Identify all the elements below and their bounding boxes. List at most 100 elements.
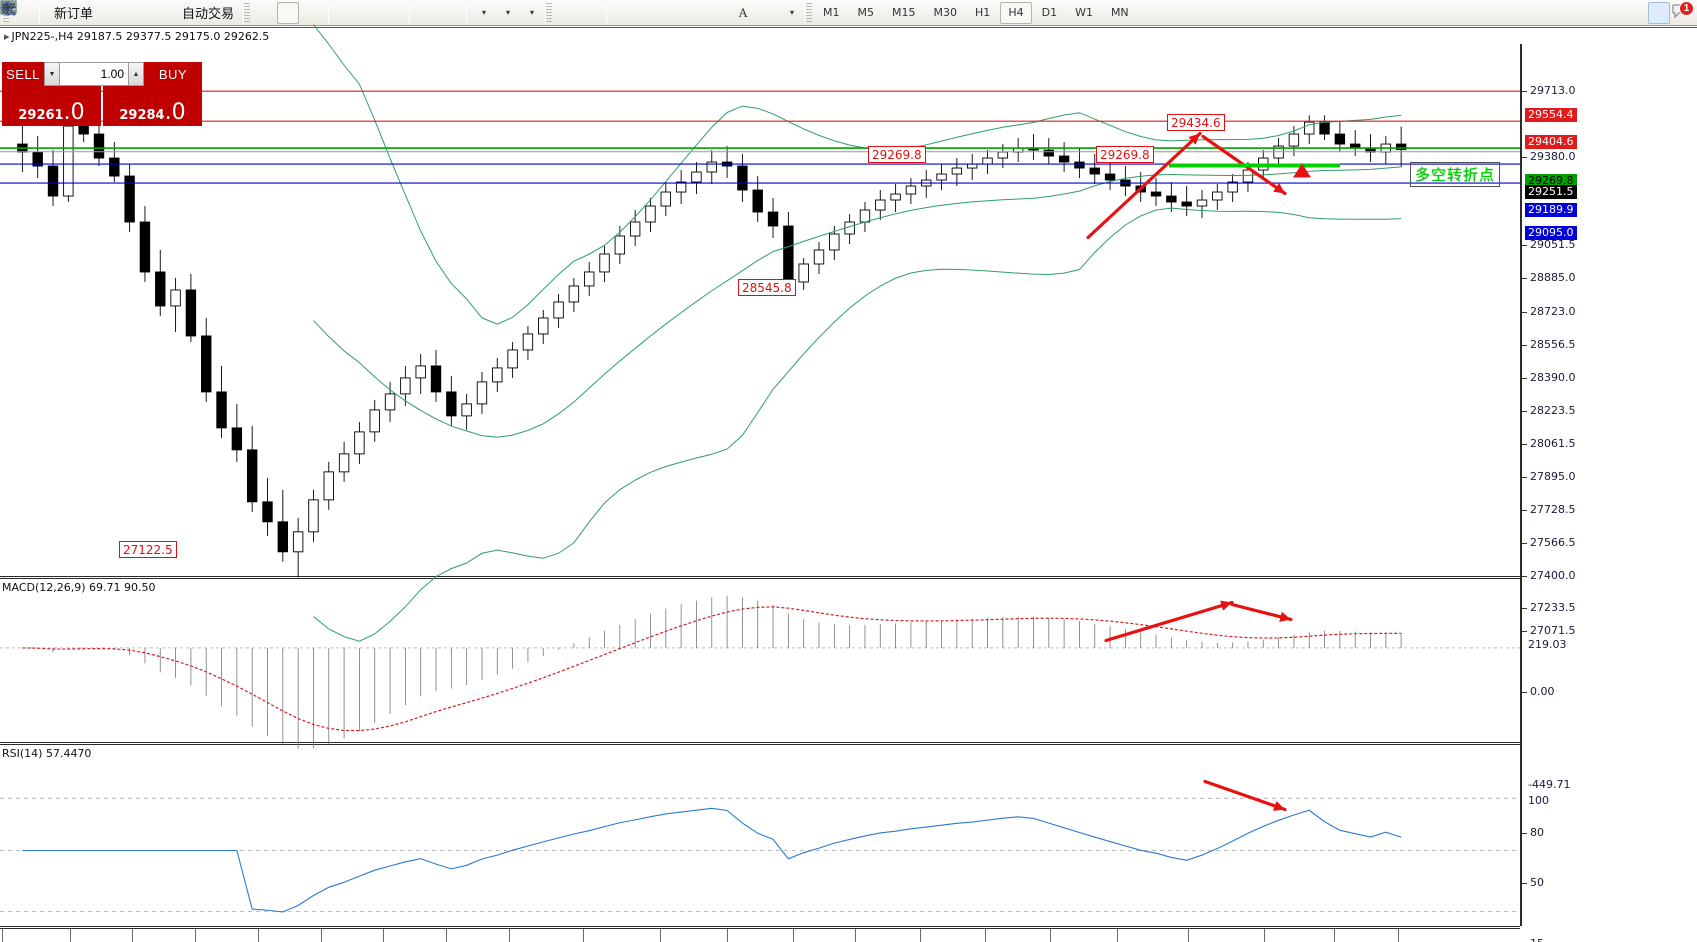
crosshair-tool-icon[interactable] [2, 2, 601, 24]
buy-button[interactable]: BUY [144, 62, 202, 86]
period-icon[interactable]: ▾ [0, 0, 518, 24]
volume-increase-button[interactable]: ▲ [128, 62, 144, 86]
time-axis-separator [1398, 929, 1399, 942]
price-annotation-label[interactable]: 27122.5 [119, 541, 177, 558]
vertical-line-icon[interactable] [6, 2, 634, 24]
pane-divider-2[interactable] [0, 742, 1520, 745]
pointer-tool-icon[interactable] [2, 1, 577, 24]
fibonacci-icon[interactable]: F [2, 2, 730, 24]
notifications-button[interactable]: 1 [1671, 0, 1694, 23]
signal-icon[interactable] [0, 0, 171, 24]
toolbar-grip-2[interactable] [243, 2, 251, 23]
bid-price-button[interactable]: 29261.0 [2, 86, 101, 126]
price-annotation-label[interactable]: 29434.6 [1167, 114, 1225, 131]
time-axis-separator [509, 929, 510, 942]
price-axis-tick: 28723.0 [1522, 305, 1576, 318]
macd-pane[interactable] [0, 580, 1520, 740]
chart-shift-icon[interactable] [1, 1, 437, 24]
search-icon[interactable] [1, 1, 1670, 24]
price-level-badge[interactable]: 29404.6 [1525, 135, 1577, 149]
tick-value: 50 [1530, 876, 1544, 889]
timeframe-h4[interactable]: H4 [1000, 1, 1032, 24]
ask-price-button[interactable]: 29284.0 [103, 86, 202, 126]
chevron-down-icon-4[interactable]: ▾ [790, 8, 795, 17]
folder-icon[interactable] [0, 2, 123, 24]
price-axis-tick: 29380.0 [1522, 150, 1576, 163]
price-axis-tick: 27233.5 [1522, 601, 1576, 614]
tick-dash [1522, 691, 1527, 693]
volume-decrease-button[interactable]: ▼ [44, 62, 60, 86]
price-level-badge[interactable]: 29095.0 [1525, 226, 1577, 240]
shapes-icon[interactable]: ▾ [0, 2, 802, 24]
tick-value: 27728.5 [1530, 503, 1576, 516]
toolbar-separator-4 [466, 2, 468, 23]
volume-input[interactable]: 1.00 [60, 62, 128, 86]
time-axis-separator [583, 929, 584, 942]
bar-chart-icon[interactable] [1, 1, 275, 24]
timeframe-h1[interactable]: H1 [975, 6, 991, 19]
timeframe-m15[interactable]: M15 [892, 6, 916, 19]
tick-dash [1522, 476, 1527, 478]
price-level-badge[interactable]: 29554.4 [1525, 108, 1577, 122]
tick-value: 28723.0 [1530, 305, 1576, 318]
price-pane[interactable] [0, 44, 1520, 576]
candlestick-chart-icon[interactable] [1, 1, 300, 24]
price-annotation-label[interactable]: 29269.8 [1096, 146, 1154, 163]
time-axis-separator [660, 929, 661, 942]
toolbar-grip-3[interactable] [545, 2, 553, 23]
time-axis[interactable]: May 202110 May 00:0011 May 10:5512 May 1… [0, 929, 1520, 942]
new-chart-icon[interactable]: ▾ [0, 0, 494, 24]
symbol-ohlc-label: ▸ JPN225-,H4 29187.5 29377.5 29175.0 2926… [4, 30, 269, 43]
timeframe-d1[interactable]: D1 [1041, 6, 1058, 19]
chart-window[interactable]: ▸ JPN225-,H4 29187.5 29377.5 29175.0 2926… [0, 24, 1697, 942]
tick-value: 28390.0 [1530, 371, 1576, 384]
news-icon[interactable] [0, 1, 147, 24]
new-order-button[interactable]: 新订单 [0, 0, 99, 24]
sell-button[interactable]: SELL [2, 62, 44, 86]
timeframe-m1[interactable]: M1 [823, 6, 840, 19]
zoom-in-icon[interactable] [1, 1, 356, 24]
horizontal-line-icon[interactable] [2, 2, 658, 24]
chinese-text-annotation[interactable]: 多空转折点 [1410, 162, 1501, 187]
tick-dash [1522, 509, 1527, 511]
price-level-badge[interactable]: 29269.8 [1525, 174, 1577, 188]
templates-icon[interactable]: ▾ [0, 0, 542, 24]
time-axis-separator [1334, 929, 1335, 942]
time-axis-separator [446, 929, 447, 942]
price-axis[interactable]: 29713.0 29554.4 29404.6 29380.0 29269.8 29251… [1522, 44, 1697, 942]
time-axis-separator [195, 929, 196, 942]
auto-scroll-icon[interactable] [0, 1, 404, 24]
auto-trading-button[interactable]: 自动交易 [0, 2, 240, 24]
rsi-pane[interactable] [0, 746, 1520, 926]
equidistant-channel-icon[interactable]: E [2, 1, 706, 24]
price-level-badge[interactable]: 29189.9 [1525, 203, 1577, 217]
pane-divider-3[interactable] [0, 926, 1520, 929]
price-level-badge[interactable]: 29251.5 [1525, 185, 1577, 199]
tick-dash [1522, 607, 1527, 609]
chart-end-icon[interactable] [1, 1, 461, 24]
chevron-down-icon-2[interactable]: ▾ [506, 8, 511, 17]
chevron-down-icon-3[interactable]: ▾ [530, 8, 535, 17]
toolbar-grip-4[interactable] [805, 2, 813, 23]
time-axis-separator [920, 929, 921, 942]
one-click-trading-panel[interactable]: SELL ▼ 1.00 ▲ BUY 29261.0 29284.0 [2, 62, 202, 126]
price-annotation-label[interactable]: 29269.8 [868, 146, 926, 163]
auto-trading-label: 自动交易 [182, 7, 235, 22]
line-chart-icon[interactable] [1, 1, 323, 24]
text-label-tool-icon[interactable]: T [1, 1, 778, 24]
time-axis-separator [985, 929, 986, 942]
text-tool-icon[interactable]: A [738, 4, 748, 20]
tick-dash [1522, 410, 1527, 412]
pane-divider-1[interactable] [0, 576, 1520, 579]
timeframe-m5[interactable]: M5 [857, 6, 875, 19]
zoom-out-icon[interactable] [1, 1, 380, 24]
trendline-icon[interactable] [2, 2, 682, 24]
time-axis-separator [1264, 929, 1265, 942]
chevron-down-icon[interactable]: ▾ [482, 8, 487, 17]
price-axis-tick: 15 [1522, 937, 1544, 942]
price-annotation-label[interactable]: 28545.8 [738, 279, 796, 296]
price-axis-tick: 29051.5 [1522, 238, 1576, 251]
timeframe-mn[interactable]: MN [1110, 6, 1129, 19]
timeframe-w1[interactable]: W1 [1075, 6, 1093, 19]
timeframe-m30[interactable]: M30 [933, 6, 958, 19]
